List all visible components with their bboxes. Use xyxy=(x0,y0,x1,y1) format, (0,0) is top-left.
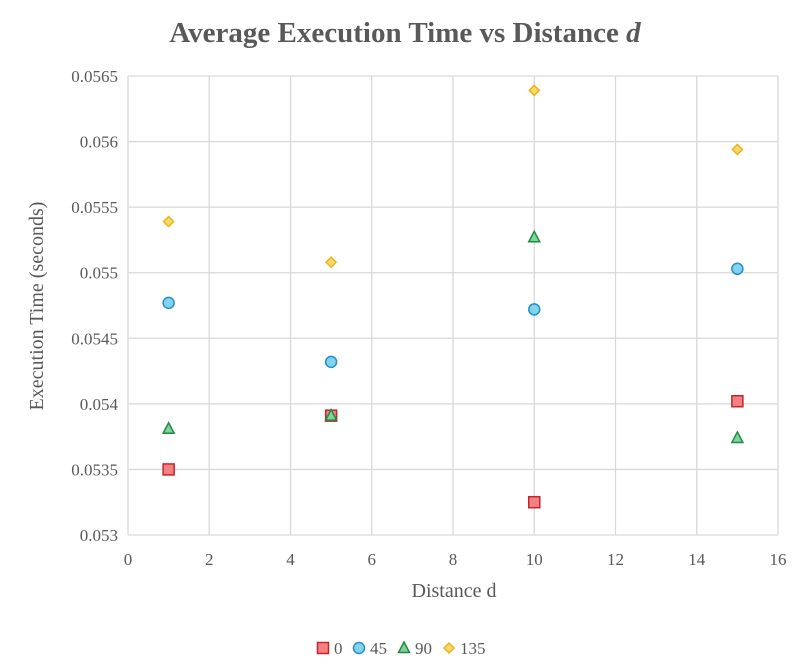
legend-marker-135 xyxy=(442,641,456,655)
series-45-point xyxy=(731,262,744,276)
series-45-point xyxy=(528,303,541,316)
y-tick-label: 0.0535 xyxy=(71,460,118,479)
y-tick-label: 0.055 xyxy=(80,264,118,283)
series-135-point xyxy=(528,84,541,97)
series-90-point xyxy=(161,421,176,435)
series-45-point xyxy=(324,355,338,369)
series-0-point xyxy=(731,394,744,408)
y-tick-label: 0.0565 xyxy=(71,67,118,86)
x-tick-label: 12 xyxy=(607,550,624,569)
x-tick-label: 2 xyxy=(205,550,214,569)
gridlines xyxy=(127,75,779,536)
x-tick-label: 6 xyxy=(368,550,377,569)
y-tick-label: 0.053 xyxy=(80,526,118,545)
x-tick-label: 0 xyxy=(124,550,133,569)
legend-marker-0 xyxy=(316,641,330,655)
x-axis-ticks: 0 2 4 6 8 10 12 14 16 xyxy=(124,550,787,569)
series-135-point xyxy=(162,215,175,228)
y-tick-label: 0.0555 xyxy=(71,198,118,217)
y-tick-label: 0.056 xyxy=(80,133,118,152)
x-tick-label: 10 xyxy=(526,550,543,569)
x-tick-label: 4 xyxy=(286,550,295,569)
data-points xyxy=(161,84,745,509)
series-0-point xyxy=(162,463,175,476)
x-tick-label: 14 xyxy=(688,550,706,569)
series-135-point xyxy=(325,256,338,269)
y-axis-ticks: 0.053 0.0535 0.054 0.0545 0.055 0.0555 0.056 0.… xyxy=(71,67,118,545)
x-tick-label: 8 xyxy=(449,550,458,569)
legend-marker-45 xyxy=(352,641,366,655)
series-90-point xyxy=(730,430,745,444)
legend-label-90: 90 xyxy=(415,639,432,658)
series-45-point xyxy=(162,296,175,310)
legend-label-0: 0 xyxy=(334,639,343,658)
legend-label-135: 135 xyxy=(460,639,486,658)
legend-marker-90 xyxy=(397,640,411,654)
x-axis-label: Distance d xyxy=(412,580,497,602)
y-axis-label: Execution Time (seconds) xyxy=(26,202,48,411)
legend: 0 45 90 135 xyxy=(316,639,486,658)
y-tick-label: 0.054 xyxy=(80,395,119,414)
x-tick-label: 16 xyxy=(770,550,787,569)
y-tick-label: 0.0545 xyxy=(71,329,118,348)
series-90-point xyxy=(527,229,541,243)
legend-label-45: 45 xyxy=(370,639,387,658)
series-90-point xyxy=(324,408,338,421)
series-135-point xyxy=(731,143,744,156)
series-0-point xyxy=(528,495,541,509)
chart-title: Average Execution Time vs Distance d xyxy=(169,17,641,49)
